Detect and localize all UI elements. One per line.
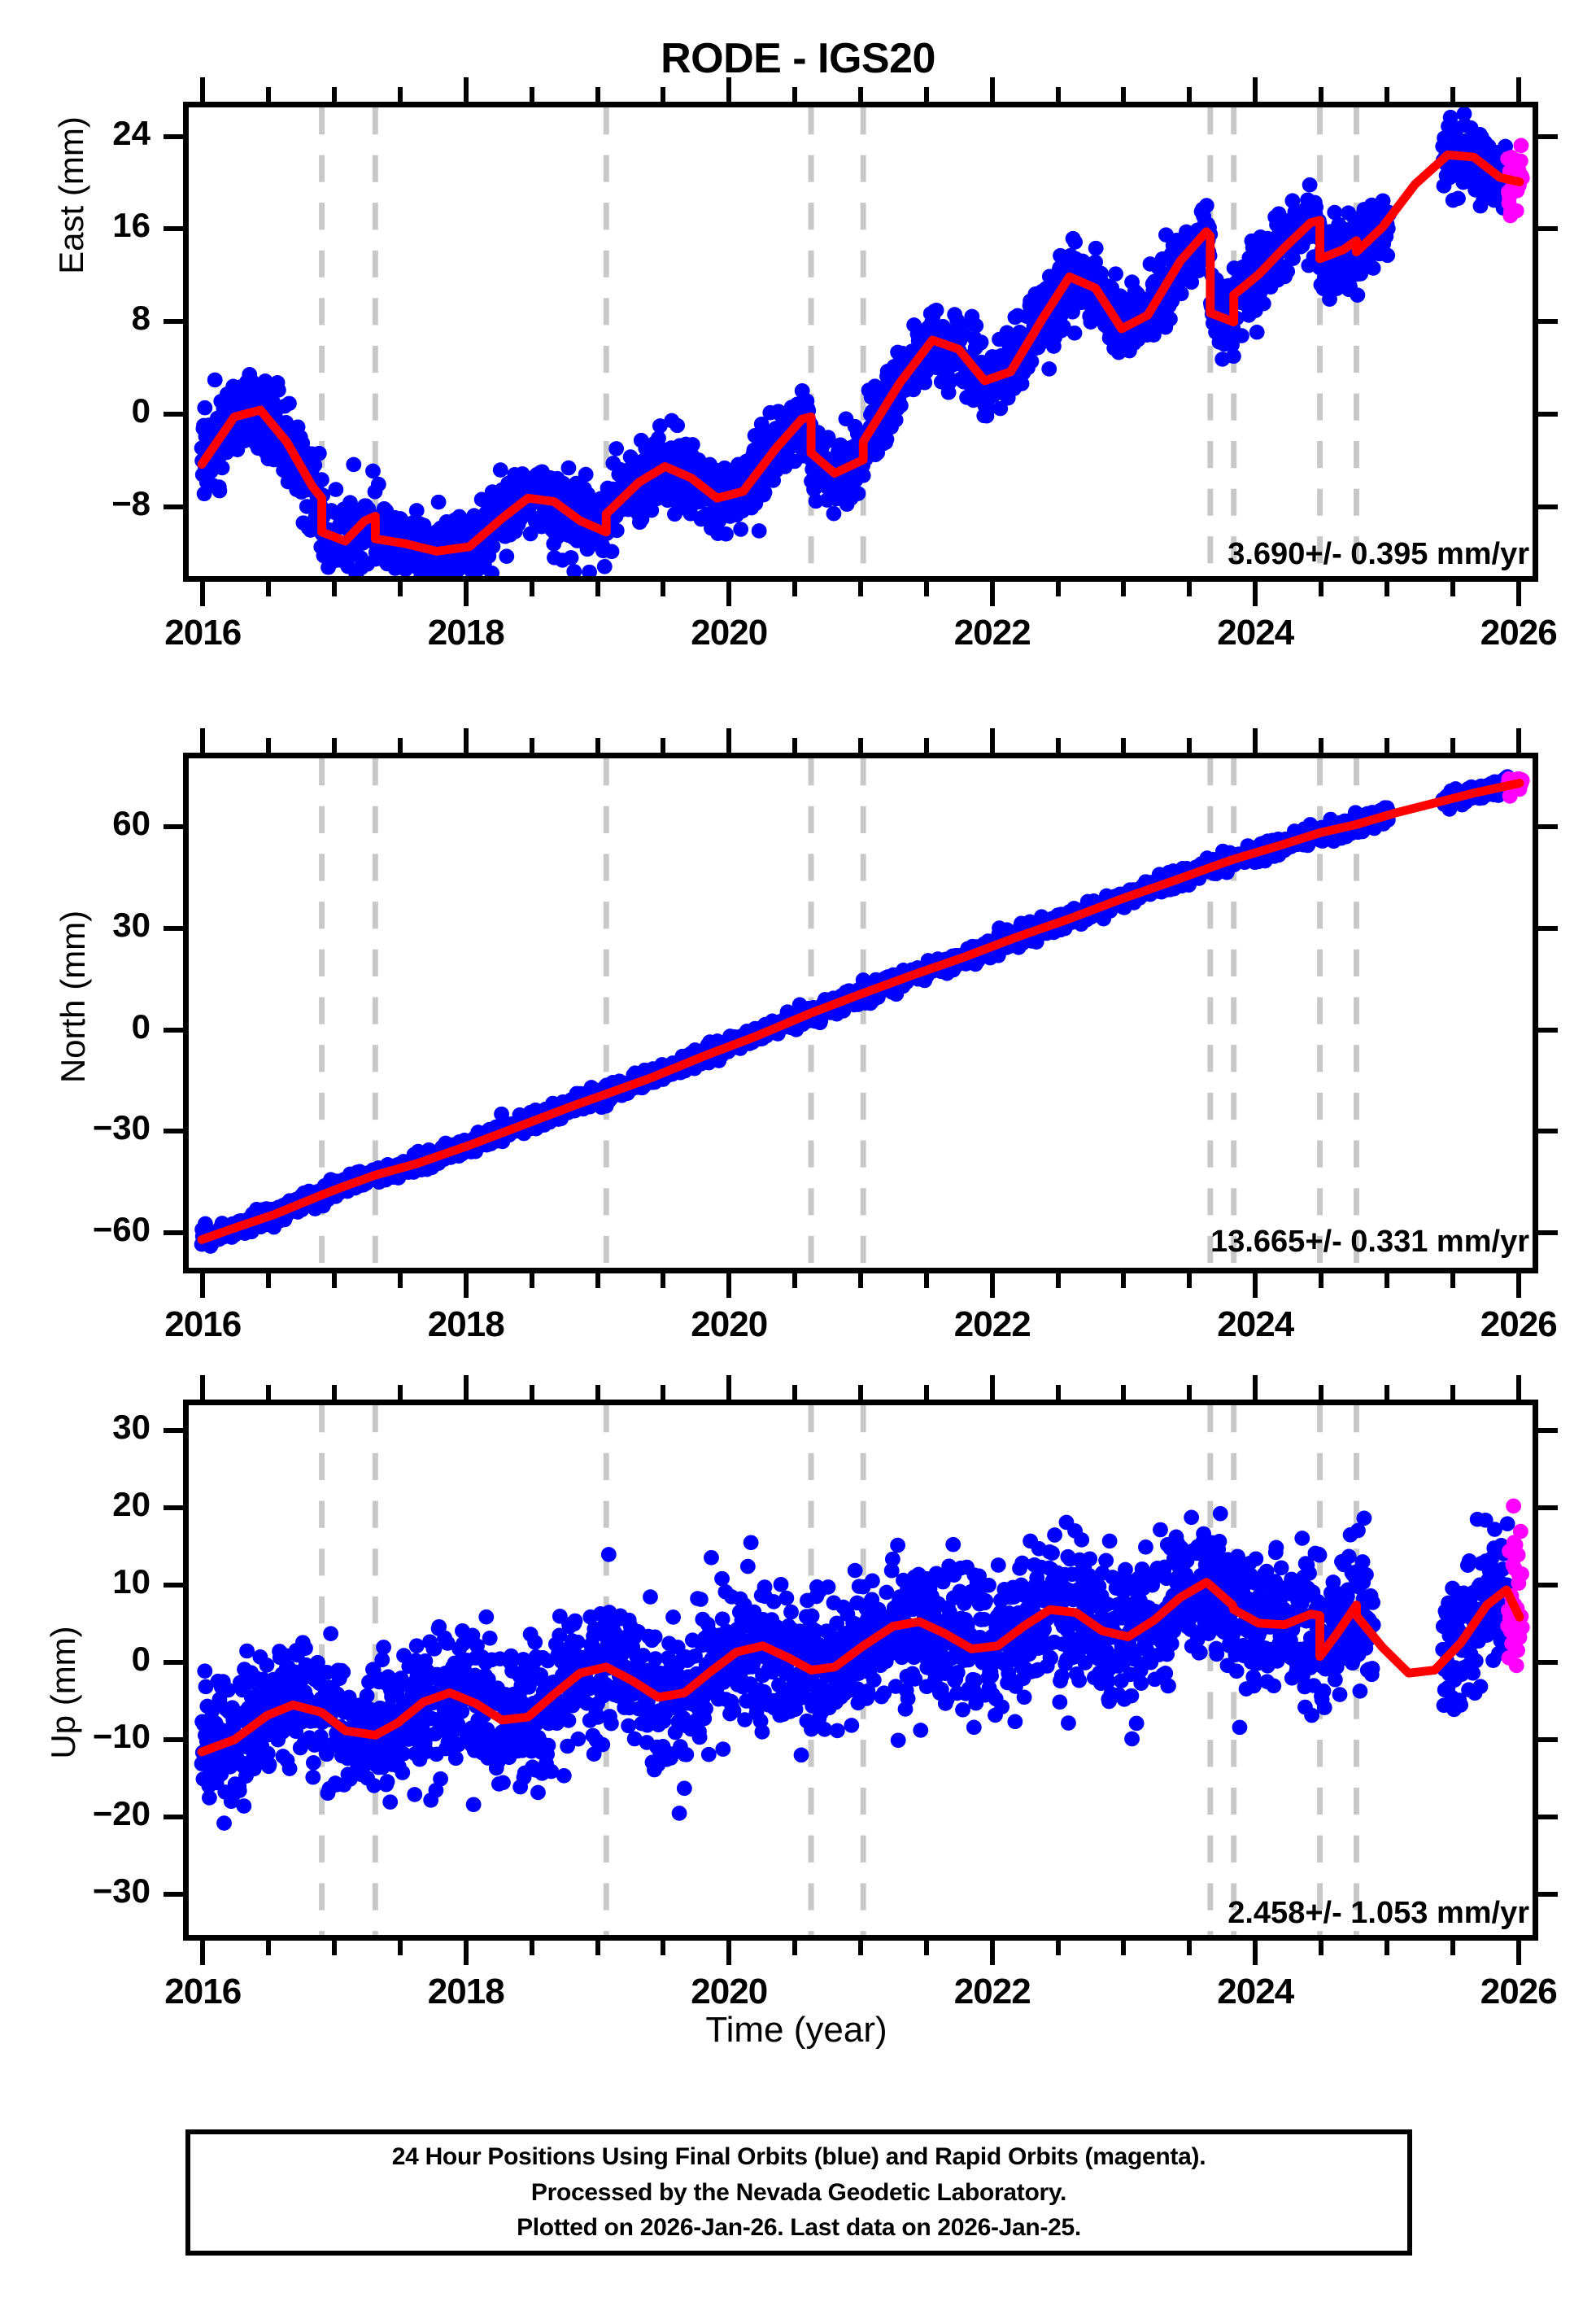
model-trend-line xyxy=(197,1578,1524,1757)
y-axis-label-up: Up (mm) xyxy=(44,1626,82,1759)
data-points-final-orbits xyxy=(194,107,1515,576)
footer-line-1: 24 Hour Positions Using Final Orbits (bl… xyxy=(391,2143,1206,2171)
rate-annotation-up: 2.458+/- 1.053 mm/yr xyxy=(1228,1896,1529,1930)
x-axis-title: Time (year) xyxy=(705,2010,887,2050)
panel-up: Up (mm) 2.458+/- 1.053 mm/yr Time (year) xyxy=(44,1400,1538,2050)
plot-area-east xyxy=(183,102,1538,582)
panel-north: North (mm) 13.665+/- 0.331 mm/yr xyxy=(54,753,1538,1273)
plot-area-north xyxy=(183,753,1538,1273)
footer-line-2: Processed by the Nevada Geodetic Laborat… xyxy=(530,2178,1067,2206)
model-trend-line xyxy=(197,150,1524,556)
rate-annotation-east: 3.690+/- 0.395 mm/yr xyxy=(1228,537,1529,571)
model-trend-line xyxy=(197,779,1524,1244)
data-points-final-orbits xyxy=(194,1505,1515,1831)
panel-east: East (mm) 3.690+/- 0.395 mm/yr xyxy=(0,0,1596,684)
footer-caption-box: 24 Hour Positions Using Final Orbits (bl… xyxy=(185,2129,1412,2256)
footer-line-3: Plotted on 2026-Jan-26. Last data on 202… xyxy=(517,2214,1081,2242)
data-points-rapid-orbits xyxy=(1500,1498,1530,1674)
rate-annotation-north: 13.665+/- 0.331 mm/yr xyxy=(1210,1225,1529,1259)
page-title: RODE - IGS20 xyxy=(661,35,935,82)
plot-area-up xyxy=(183,1400,1538,1941)
data-points-final-orbits xyxy=(194,769,1515,1254)
